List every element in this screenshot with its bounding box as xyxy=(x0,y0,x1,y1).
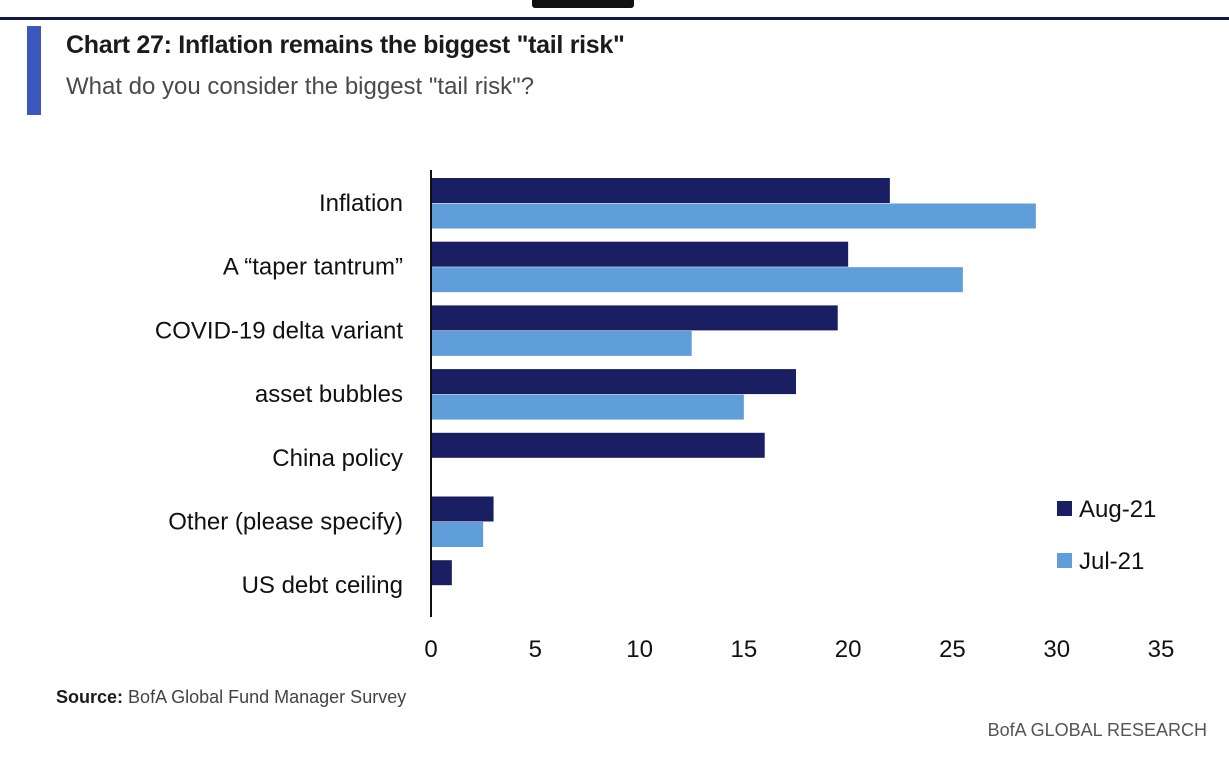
category-label: A “taper tantrum” xyxy=(223,254,403,281)
bar-aug-21 xyxy=(431,178,890,203)
top-rule xyxy=(0,17,1229,20)
legend-swatch-jul-21 xyxy=(1057,553,1072,568)
bar-chart: Inflation A “taper tantrum” COVID-19 delta… xyxy=(155,170,1175,663)
source-note: Source: BofA Global Fund Manager Survey xyxy=(56,687,406,708)
category-label: Inflation xyxy=(319,190,403,217)
bar-aug-21 xyxy=(431,432,765,458)
bar-aug-21 xyxy=(431,496,494,522)
bar-jul-21 xyxy=(431,522,484,547)
category-label: US debt ceiling xyxy=(242,572,403,599)
legend-label: Aug-21 xyxy=(1079,496,1156,523)
legend-swatch-aug-21 xyxy=(1057,501,1072,516)
category-label: Other (please specify) xyxy=(168,509,403,536)
bar-jul-21 xyxy=(431,203,1036,229)
source-label: Source: xyxy=(56,687,124,707)
chart-subtitle: What do you consider the biggest "tail r… xyxy=(66,73,534,100)
x-tick-label: 10 xyxy=(626,636,653,663)
x-tick-label: 20 xyxy=(835,636,862,663)
x-tick-label: 25 xyxy=(939,636,966,663)
x-tick-label: 15 xyxy=(731,636,758,663)
x-tick-label: 35 xyxy=(1148,636,1175,663)
bar-aug-21 xyxy=(431,305,838,331)
x-tick-label: 30 xyxy=(1043,636,1070,663)
bar-jul-21 xyxy=(431,330,692,356)
category-label: China policy xyxy=(272,445,403,472)
x-tick-label: 5 xyxy=(529,636,542,663)
bar-jul-21 xyxy=(431,394,744,420)
bar-aug-21 xyxy=(431,369,796,395)
x-tick-label: 0 xyxy=(424,636,437,663)
brand-footer: BofA GLOBAL RESEARCH xyxy=(987,720,1207,740)
source-text: BofA Global Fund Manager Survey xyxy=(128,687,407,707)
bar-jul-21 xyxy=(431,267,963,293)
header-fragment xyxy=(532,0,634,8)
category-label: COVID-19 delta variant xyxy=(155,317,403,344)
category-label: asset bubbles xyxy=(255,381,403,408)
title-accent-bar xyxy=(27,26,41,115)
legend-label: Jul-21 xyxy=(1079,548,1144,575)
chart-title: Chart 27: Inflation remains the biggest … xyxy=(66,31,625,59)
bar-aug-21 xyxy=(431,560,452,586)
bar-aug-21 xyxy=(431,241,849,267)
